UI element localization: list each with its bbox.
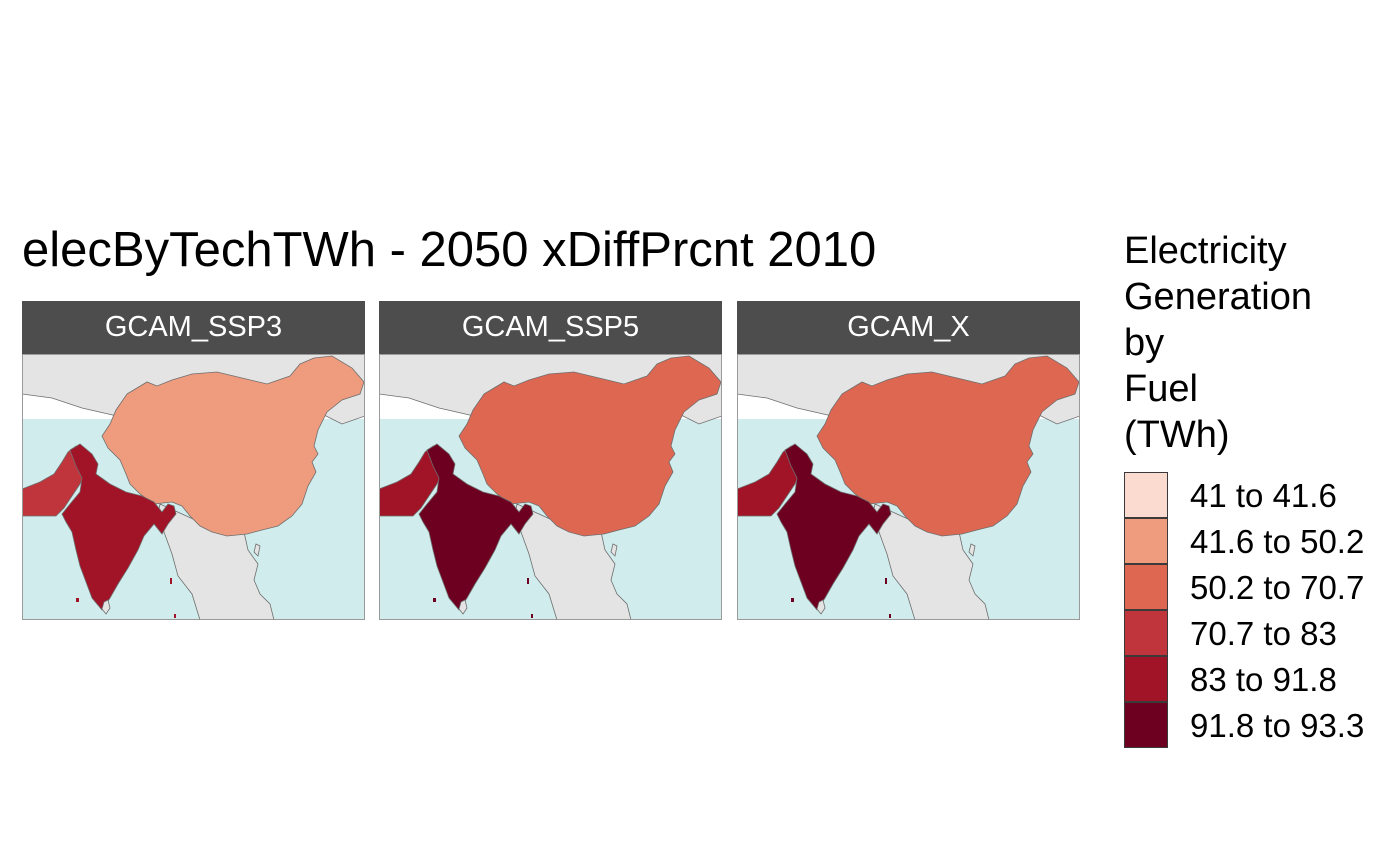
map-panel-ssp3: GCAM_SSP3: [22, 301, 365, 620]
island-mark: [531, 614, 533, 618]
panel-frame: [22, 354, 365, 620]
panel-frame: [379, 354, 722, 620]
map-panel-ssp5: GCAM_SSP5: [379, 301, 722, 620]
legend-title-line: Fuel: [1124, 368, 1198, 410]
panel-map: [737, 354, 1080, 620]
panel-label: GCAM_X: [737, 301, 1080, 354]
legend-item: 83 to 91.8: [1124, 656, 1394, 702]
island-mark: [433, 598, 436, 602]
island-mark: [174, 614, 176, 618]
island-mark: [885, 578, 887, 584]
region-india: [418, 443, 534, 611]
region-china: [458, 355, 722, 537]
island-mark: [791, 598, 794, 602]
island-mark: [527, 578, 529, 584]
region-lanka: [816, 599, 826, 615]
legend-label: 70.7 to 83: [1190, 615, 1337, 652]
legend-key: [1124, 702, 1168, 748]
legend-item: 91.8 to 93.3: [1124, 702, 1394, 748]
island-mark: [170, 578, 172, 584]
plot-title: elecByTechTWh - 2050 xDiffPrcnt 2010: [22, 223, 877, 277]
legend-item: 41 to 41.6: [1124, 472, 1394, 518]
panel-map: [22, 354, 365, 620]
region-taiwan: [968, 543, 976, 557]
legend-key: [1124, 518, 1168, 564]
panel-frame: [737, 354, 1080, 620]
legend-title-line: Generation: [1124, 276, 1313, 318]
legend-title-line: Electricity: [1124, 230, 1287, 272]
legend-label: 41.6 to 50.2: [1190, 523, 1365, 560]
region-china: [816, 355, 1080, 537]
legend-label: 83 to 91.8: [1190, 661, 1337, 698]
legend-item: 41.6 to 50.2: [1124, 518, 1394, 564]
region-india: [61, 443, 177, 611]
legend-title: Electricity Generation by Fuel (TWh): [1124, 228, 1312, 458]
region-china: [101, 355, 365, 537]
island-mark: [889, 614, 891, 618]
legend-title-line: by: [1124, 322, 1165, 364]
legend-item: 70.7 to 83: [1124, 610, 1394, 656]
map-panel-x: GCAM_X: [737, 301, 1080, 620]
panel-map: [379, 354, 722, 620]
legend-key: [1124, 564, 1168, 610]
legend-key: [1124, 610, 1168, 656]
legend-label: 41 to 41.6: [1190, 477, 1337, 514]
legend-label: 50.2 to 70.7: [1190, 569, 1365, 606]
region-taiwan: [610, 543, 618, 557]
legend-key: [1124, 656, 1168, 702]
region-india: [776, 443, 892, 611]
legend-title-line: (TWh): [1124, 414, 1230, 456]
panel-label: GCAM_SSP3: [22, 301, 365, 354]
legend-item: 50.2 to 70.7: [1124, 564, 1394, 610]
legend-label: 91.8 to 93.3: [1190, 707, 1365, 744]
legend-key: [1124, 472, 1168, 518]
region-taiwan: [253, 543, 261, 557]
region-lanka: [458, 599, 468, 615]
island-mark: [76, 598, 79, 602]
region-lanka: [101, 599, 111, 615]
panel-label: GCAM_SSP5: [379, 301, 722, 354]
